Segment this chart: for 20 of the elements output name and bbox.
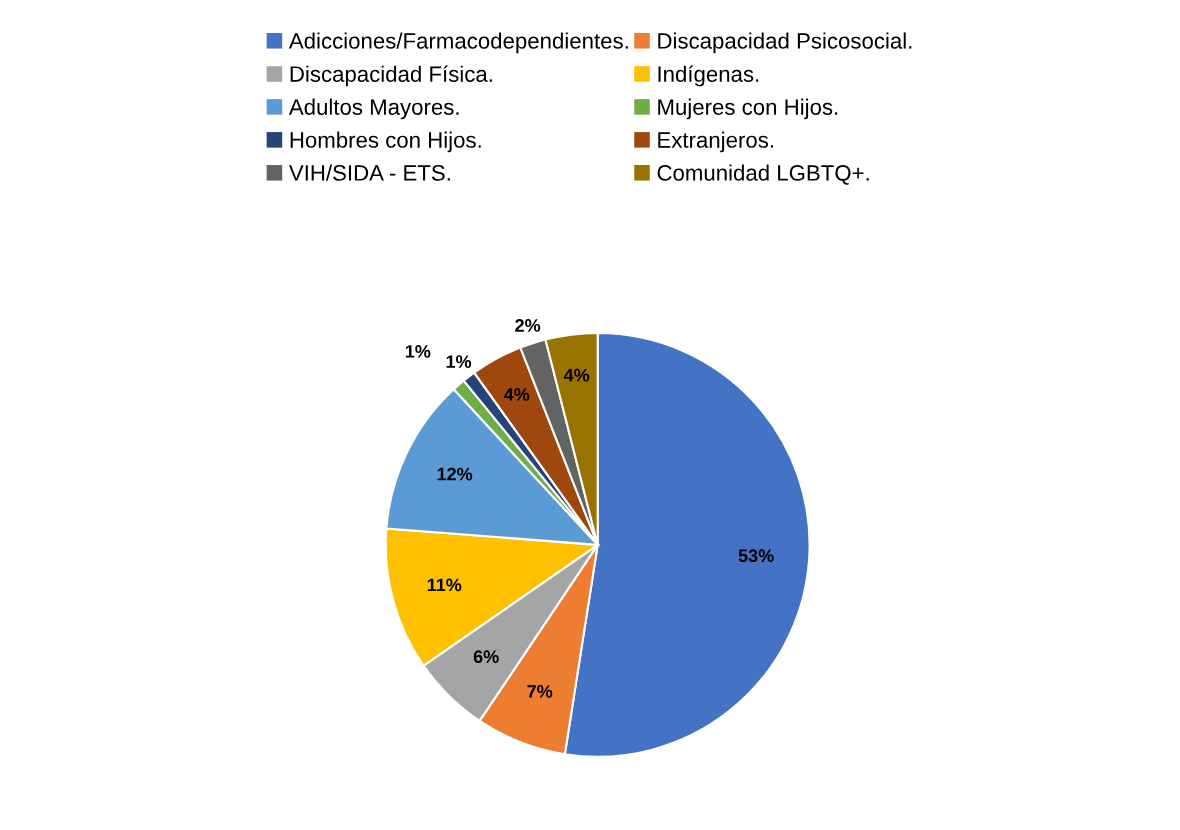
data-label: 4%: [563, 368, 590, 382]
legend-label: Extranjeros.: [658, 131, 773, 153]
data-label: 1%: [446, 355, 472, 368]
data-label: 1%: [405, 345, 431, 358]
legend-label: Adultos Mayores.: [288, 98, 459, 120]
legend-label: Comunidad LGBTQ+.: [657, 164, 869, 185]
data-label: 7%: [527, 685, 553, 698]
data-label: 4%: [503, 388, 530, 401]
legend-label: Indígenas.: [658, 65, 759, 87]
legend-label: Mujeres con Hijos.: [658, 98, 838, 120]
legend-label: Adicciones/Farmacodependientes.: [288, 32, 628, 54]
legend-label: Discapacidad Psicosocial.: [658, 32, 912, 54]
legend-label: VIH/SIDA - ETS.: [288, 164, 450, 181]
legend-label: Discapacidad Física.: [290, 65, 492, 87]
data-label: 12%: [437, 467, 473, 481]
data-label: 2%: [515, 319, 541, 332]
data-label: 53%: [738, 549, 774, 563]
data-label: 6%: [473, 650, 499, 663]
legend-label: Hombres con Hijos.: [290, 131, 481, 153]
data-label: 11%: [427, 578, 462, 592]
